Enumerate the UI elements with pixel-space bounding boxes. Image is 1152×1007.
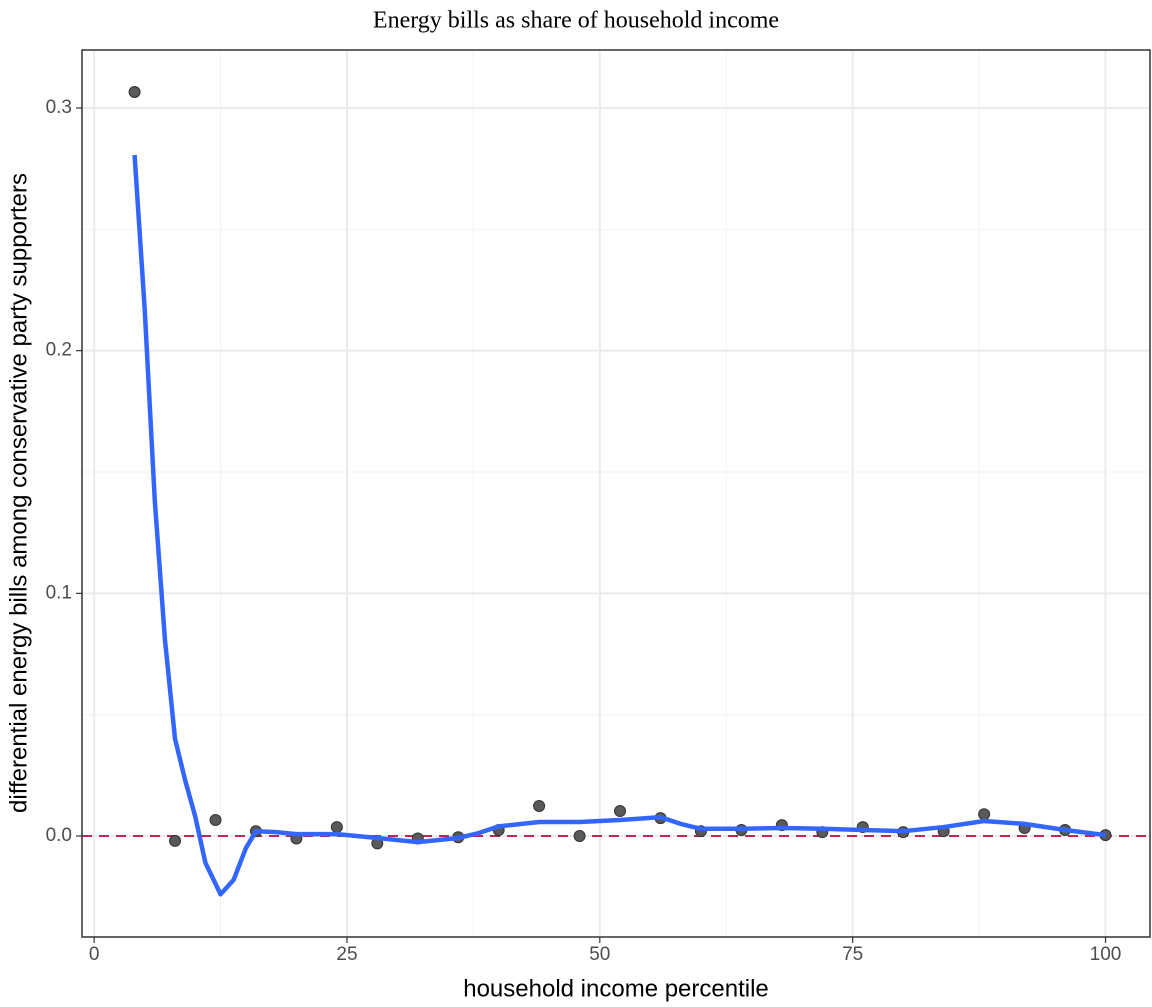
point [533, 799, 546, 812]
x-tick-label: 25 [336, 944, 357, 965]
point [330, 821, 343, 834]
point [614, 805, 627, 818]
point [128, 85, 141, 98]
smooth-line [132, 154, 1106, 897]
point [209, 814, 222, 827]
x-tick-label: 100 [1090, 944, 1122, 965]
x-tick-label: 75 [842, 944, 863, 965]
chart-title: Energy bills as share of household incom… [373, 8, 779, 34]
point [573, 830, 586, 843]
y-tick-label: 0.3 [46, 97, 72, 118]
point [169, 834, 182, 847]
x-axis-title: household income percentile [463, 975, 769, 1002]
x-tick-label: 50 [589, 944, 610, 965]
x-tick-label: 0 [89, 944, 100, 965]
y-axis-title: differential energy bills among conserva… [5, 173, 32, 813]
y-tick-label: 0.0 [46, 825, 72, 846]
y-tick-label: 0.1 [46, 582, 72, 603]
panel-border [81, 49, 1151, 938]
point [978, 808, 991, 821]
y-tick-label: 0.2 [46, 340, 72, 361]
